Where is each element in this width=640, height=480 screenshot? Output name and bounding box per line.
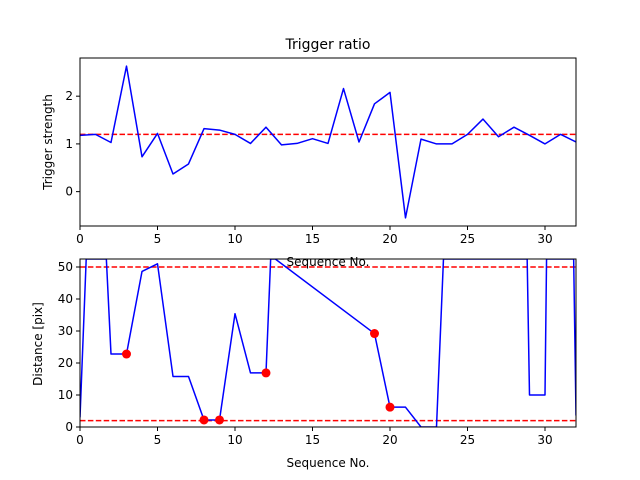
trigger-ratio-chart: Trigger ratio Sequence No. Trigger stren… (41, 37, 577, 269)
x-tick-label: 0 (76, 433, 84, 447)
x-tick-label: 15 (305, 433, 320, 447)
x-tick-label: 10 (227, 433, 242, 447)
series-line (80, 65, 576, 219)
y-tick-label: 0 (65, 185, 73, 199)
x-tick-label: 0 (76, 232, 84, 246)
y-tick-label: 0 (65, 420, 73, 434)
series-line (80, 259, 576, 427)
x-axis-label: Sequence No. (287, 456, 370, 470)
plot-frame (79, 258, 577, 428)
data-point-marker (199, 415, 209, 425)
y-tick-label: 30 (58, 324, 73, 338)
y-axis-label: Trigger strength (41, 94, 55, 191)
x-tick-label: 20 (382, 232, 397, 246)
data-point-marker (122, 349, 131, 359)
x-tick-label: 30 (537, 433, 552, 447)
y-axis-label: Distance [pix] (31, 302, 45, 386)
x-tick-label: 10 (227, 232, 242, 246)
chart-title: Trigger ratio (284, 37, 370, 53)
data-point-marker (385, 402, 395, 412)
data-point-marker (370, 329, 379, 339)
data-point-marker (215, 415, 224, 425)
x-tick-label: 30 (537, 232, 552, 246)
y-tick-label: 40 (58, 292, 73, 306)
y-tick-label: 2 (65, 89, 73, 103)
y-tick-label: 10 (58, 388, 73, 402)
x-tick-label: 25 (460, 433, 475, 447)
x-tick-label: 20 (382, 433, 397, 447)
distance-chart: Sequence No. Distance [pix] 0 5 10 15 20 25 30… (31, 258, 577, 470)
y-tick-label: 20 (58, 356, 73, 370)
plot-frame (79, 57, 577, 227)
x-tick-label: 15 (305, 232, 320, 246)
x-tick-label: 5 (154, 433, 162, 447)
y-tick-label: 1 (65, 137, 73, 151)
x-tick-label: 5 (154, 232, 162, 246)
y-tick-label: 50 (58, 260, 73, 274)
x-tick-label: 25 (460, 232, 475, 246)
data-point-marker (261, 368, 271, 378)
